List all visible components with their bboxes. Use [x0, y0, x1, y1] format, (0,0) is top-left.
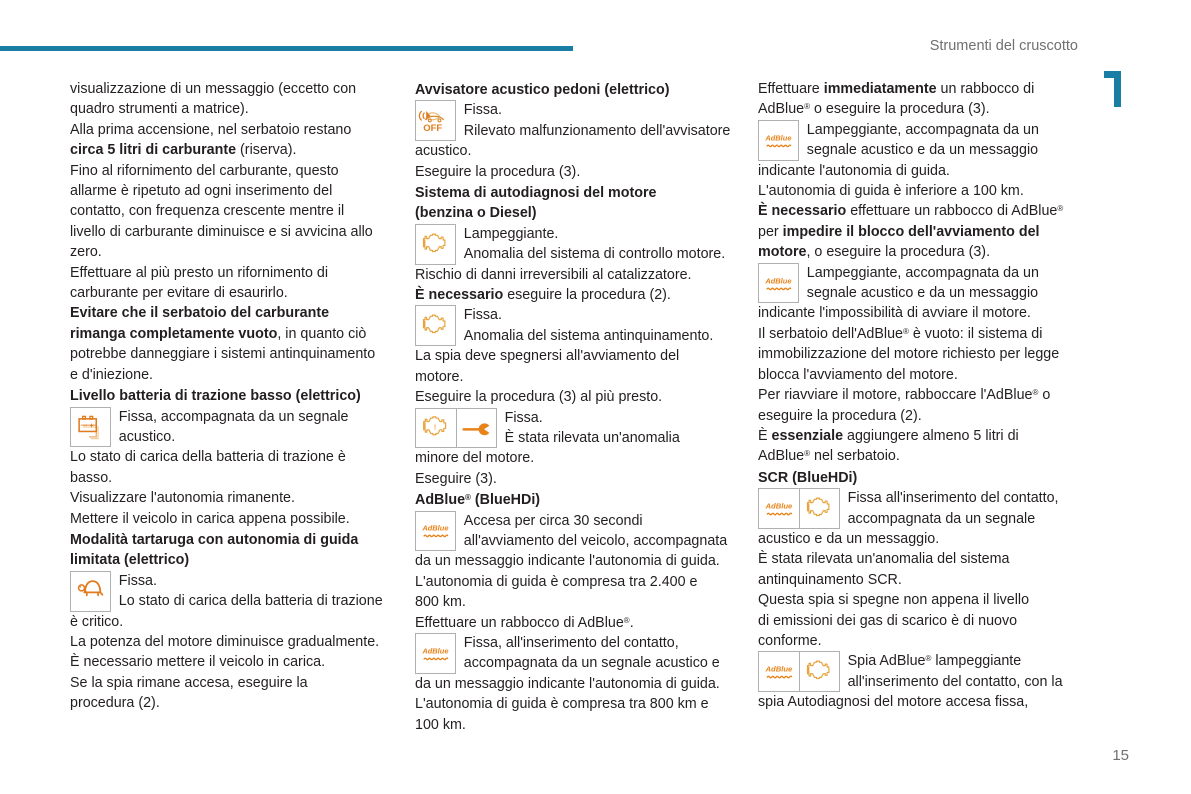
svg-text:OFF: OFF: [423, 123, 442, 134]
svg-text:−: −: [83, 423, 87, 430]
svg-text:!: !: [434, 425, 436, 432]
svg-text:+: +: [89, 421, 93, 430]
